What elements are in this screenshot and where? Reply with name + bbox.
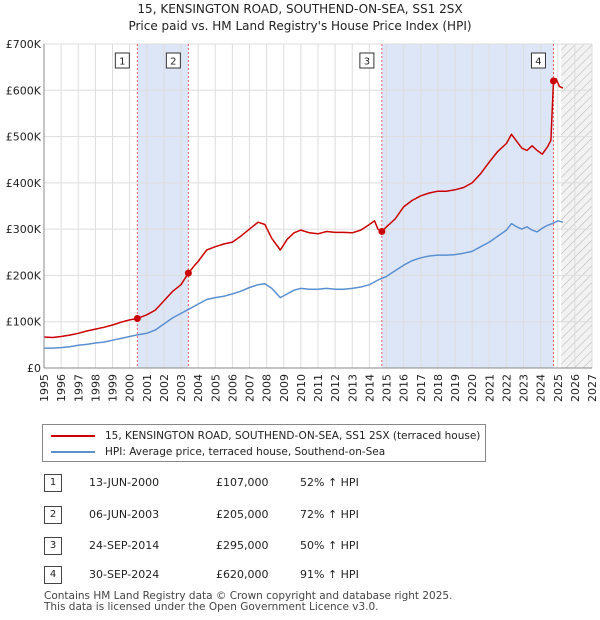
x-tick-label: 2019	[449, 374, 462, 402]
transaction-price: £205,000	[216, 508, 269, 521]
transaction-price: £107,000	[216, 476, 269, 489]
footer: Contains HM Land Registry data © Crown c…	[44, 591, 452, 613]
transaction-label-box	[359, 52, 375, 69]
legend-hpi-label: HPI: Average price, terraced house, Sout…	[105, 446, 386, 458]
transaction-hpi: 91% ↑ HPI	[300, 568, 359, 581]
x-tick-label: 2010	[295, 374, 308, 402]
x-tick-label: 2007	[244, 374, 257, 402]
legend-property-label: 15, KENSINGTON ROAD, SOUTHEND-ON-SEA, SS…	[105, 430, 481, 442]
transaction-label: 4	[535, 57, 541, 68]
x-tick-label: 1996	[55, 374, 68, 402]
x-tick-label: 2000	[124, 374, 137, 402]
y-tick-label: £700K	[6, 38, 42, 51]
transaction-number: 3	[44, 537, 62, 555]
chart-title: 15, KENSINGTON ROAD, SOUTHEND-ON-SEA, SS…	[137, 2, 463, 16]
x-tick-label: 2015	[381, 374, 394, 402]
x-tick-label: 2008	[261, 374, 274, 402]
x-tick-label: 2020	[466, 374, 479, 402]
legend-property-swatch	[51, 435, 95, 437]
x-tick-label: 2012	[329, 374, 342, 402]
x-tick-label: 2025	[552, 374, 565, 402]
transaction-date: 06-JUN-2003	[89, 508, 160, 521]
x-tick-label: 2018	[432, 374, 445, 402]
shaded-period	[381, 44, 554, 368]
transaction-point	[184, 269, 192, 277]
x-tick-label: 1998	[89, 374, 102, 402]
property-price-line	[43, 77, 564, 339]
y-tick-label: £500K	[6, 131, 42, 144]
transaction-hpi: 72% ↑ HPI	[300, 508, 359, 521]
price-chart: 1 2 3 4 £0 £100K £200K £300K £400K £500K £600K £70…	[6, 38, 599, 402]
transaction-label-box	[530, 52, 546, 69]
x-tick-label: 2021	[483, 374, 496, 402]
x-tick-label: 2026	[569, 374, 582, 402]
transaction-row: 4 30-SEP-2024 £620,000 91% ↑ HPI	[44, 566, 404, 586]
legend-hpi-swatch	[51, 451, 95, 453]
transaction-label: 2	[170, 57, 176, 68]
x-tick-label: 2027	[586, 374, 599, 402]
transaction-number: 2	[44, 506, 62, 524]
y-tick-label: £400K	[6, 177, 42, 190]
x-tick-label: 2009	[278, 374, 291, 402]
x-tick-label: 2024	[535, 374, 548, 402]
transaction-date: 13-JUN-2000	[89, 476, 160, 489]
transaction-number: 4	[44, 566, 62, 584]
x-tick-label: 1999	[107, 374, 120, 402]
y-tick-label: £0	[27, 362, 41, 375]
legend: 15, KENSINGTON ROAD, SOUTHEND-ON-SEA, SS…	[42, 424, 486, 462]
x-tick-label: 1995	[38, 374, 51, 402]
footer-copyright: Contains HM Land Registry data © Crown c…	[44, 590, 453, 602]
y-tick-label: £300K	[6, 223, 42, 236]
transaction-price: £620,000	[216, 568, 269, 581]
x-tick-label: 2022	[500, 374, 513, 402]
x-tick-label: 2023	[518, 374, 531, 402]
transaction-number: 1	[44, 474, 62, 492]
transaction-label-box	[165, 52, 181, 69]
transaction-label: 3	[364, 57, 370, 68]
hpi-line	[44, 220, 564, 349]
transaction-price: £295,000	[216, 539, 269, 552]
x-tick-label: 1997	[72, 374, 85, 402]
transaction-hpi: 50% ↑ HPI	[300, 539, 359, 552]
transaction-point	[133, 314, 141, 322]
transaction-label-box	[114, 52, 130, 69]
transaction-row: 1 13-JUN-2000 £107,000 52% ↑ HPI	[44, 474, 404, 494]
transaction-hpi: 52% ↑ HPI	[300, 476, 359, 489]
forecast-hatch	[561, 44, 592, 368]
x-tick-label: 2004	[192, 374, 205, 402]
x-tick-label: 2001	[141, 374, 154, 402]
chart-subtitle: Price paid vs. HM Land Registry's House …	[128, 19, 472, 33]
x-tick-label: 2002	[158, 374, 171, 402]
x-tick-label: 2003	[175, 374, 188, 402]
transaction-date: 24-SEP-2014	[89, 539, 160, 552]
x-tick-label: 2011	[312, 374, 325, 402]
transaction-row: 2 06-JUN-2003 £205,000 72% ↑ HPI	[44, 506, 404, 526]
transaction-label: 1	[119, 57, 125, 68]
transaction-point	[378, 227, 386, 235]
transaction-row: 3 24-SEP-2014 £295,000 50% ↑ HPI	[44, 537, 404, 557]
transaction-date: 30-SEP-2024	[89, 568, 160, 581]
x-tick-label: 2016	[398, 374, 411, 402]
x-tick-label: 2006	[226, 374, 239, 402]
x-tick-label: 2005	[209, 374, 222, 402]
x-tick-label: 2014	[363, 374, 376, 402]
y-tick-label: £100K	[6, 316, 42, 329]
footer-licence: This data is licensed under the Open Gov…	[44, 601, 379, 613]
transaction-point	[549, 77, 557, 85]
y-tick-label: £600K	[6, 84, 42, 97]
x-tick-label: 2013	[346, 374, 359, 402]
x-tick-label: 2017	[415, 374, 428, 402]
y-tick-label: £200K	[6, 269, 42, 282]
